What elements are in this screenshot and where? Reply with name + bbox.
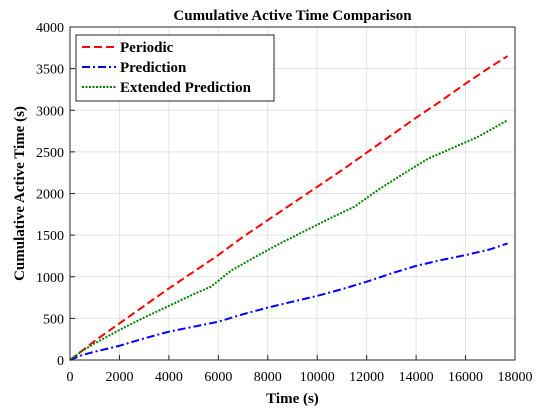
y-tick-label: 1500 [36,229,64,244]
x-tick-label: 18000 [498,370,533,385]
x-tick-label: 12000 [349,370,384,385]
legend-entry-label: Extended Prediction [120,80,252,96]
x-tick-label: 16000 [448,370,483,385]
ticks: 0 2000 4000 6000 8000 10000 12000 14000 16000 180… [36,21,533,385]
y-tick-label: 2000 [36,188,64,203]
y-axis-label: Cumulative Active Time (s) [12,106,28,281]
y-tick-label: 500 [43,312,64,327]
legend: Periodic Prediction Extended Prediction [75,34,275,102]
legend-entry-label: Periodic [120,40,174,56]
y-tick-label: 4000 [36,21,64,36]
chart-title: Cumulative Active Time Comparison [173,8,412,24]
y-tick-label: 0 [57,354,64,369]
y-tick-label: 3000 [36,104,64,119]
y-tick-label: 3500 [36,63,64,78]
series-layer [69,55,509,361]
x-tick-label: 8000 [254,370,282,385]
series-line-prediction [69,242,508,361]
x-tick-label: 2000 [105,370,133,385]
x-tick-label: 4000 [155,370,183,385]
legend-entry-label: Prediction [120,60,187,76]
y-tick-label: 2500 [36,146,64,161]
series-line-periodic [69,55,509,361]
x-axis-label: Time (s) [266,391,319,407]
x-tick-label: 14000 [399,370,434,385]
series-line-extended-prediction [69,119,509,361]
x-tick-label: 10000 [300,370,335,385]
x-tick-label: 6000 [204,370,232,385]
x-tick-label: 0 [67,370,74,385]
y-tick-label: 1000 [36,271,64,286]
